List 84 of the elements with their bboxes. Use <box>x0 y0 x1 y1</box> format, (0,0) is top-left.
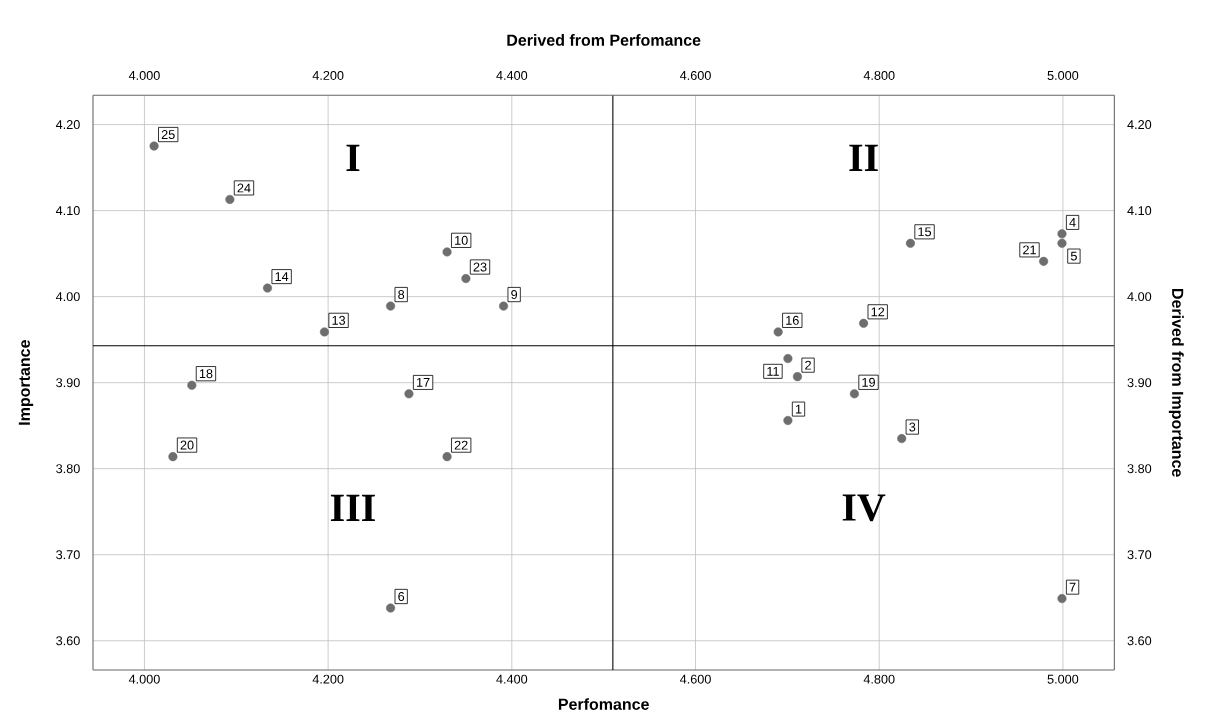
annotation: 16 <box>786 316 799 326</box>
x2-tick-label: 4.000 <box>128 71 160 81</box>
annotation: I <box>346 144 360 172</box>
x2-axis-title: Derived from Perfomance <box>507 34 701 46</box>
y-tick-label: 3.80 <box>56 464 80 474</box>
point <box>149 141 159 151</box>
annotation: 19 <box>862 377 875 387</box>
point <box>783 416 793 426</box>
y2-tick-label: 3.70 <box>1127 550 1152 560</box>
y-tick-label: 4.00 <box>55 292 80 302</box>
x2-tick-label: 4.800 <box>863 71 895 81</box>
x-tick-label: 4.600 <box>679 674 711 684</box>
point <box>849 389 859 399</box>
y2-axis-title: Derived from Importance <box>1168 289 1184 477</box>
annotation: 12 <box>871 307 885 317</box>
annotation: 9 <box>511 290 518 300</box>
y2-tick-label: 3.90 <box>1127 378 1152 388</box>
y2-tick-label: 4.00 <box>1127 292 1152 302</box>
annotation: 18 <box>199 369 213 379</box>
annotation: III <box>330 494 375 522</box>
y-tick-label: 3.70 <box>56 550 80 560</box>
annotation: 5 <box>1070 251 1077 261</box>
x-tick-label: 4.000 <box>128 674 160 684</box>
y2-tick-label: 3.80 <box>1127 464 1152 474</box>
annotation: II <box>849 144 878 172</box>
x2-tick-label: 4.400 <box>496 71 528 81</box>
annotation: 17 <box>416 378 430 387</box>
x2-tick-label: 4.200 <box>312 71 344 81</box>
point <box>783 354 793 364</box>
point <box>386 603 396 613</box>
point <box>773 327 783 337</box>
annotation: 13 <box>332 316 346 326</box>
annotation: 15 <box>918 227 932 237</box>
y-tick-label: 4.10 <box>55 206 80 216</box>
annotation: 10 <box>455 236 468 246</box>
x-tick-label: 4.400 <box>496 674 528 684</box>
annotation: 14 <box>275 272 289 282</box>
annotation: 25 <box>161 130 175 140</box>
point <box>1039 257 1049 267</box>
annotation: 3 <box>909 422 916 432</box>
annotation: 20 <box>180 440 194 450</box>
point <box>442 452 452 462</box>
annotation: 11 <box>767 367 779 376</box>
y-tick-label: 3.60 <box>56 636 80 646</box>
annotation: IV <box>842 494 886 522</box>
annotation: 1 <box>795 404 802 414</box>
point <box>1057 238 1067 249</box>
point <box>404 389 414 399</box>
x-tick-label: 4.200 <box>312 674 344 684</box>
y2-tick-label: 4.10 <box>1127 206 1152 216</box>
point <box>386 301 396 311</box>
x2-tick-label: 5.000 <box>1047 71 1079 81</box>
point <box>499 301 509 311</box>
point <box>225 195 235 205</box>
x-tick-label: 5.000 <box>1047 674 1079 684</box>
point <box>1057 594 1067 604</box>
annotation: 7 <box>1069 582 1076 592</box>
annotation: 22 <box>454 440 468 450</box>
point <box>461 274 471 284</box>
point <box>897 434 907 444</box>
point <box>905 238 915 249</box>
point <box>187 380 197 390</box>
point <box>792 372 802 382</box>
y2-tick-label: 4.20 <box>1127 120 1152 130</box>
annotation: 4 <box>1069 218 1076 227</box>
point <box>1057 229 1067 239</box>
x-axis-title: Perfomance <box>558 698 649 711</box>
annotation: 8 <box>398 290 405 300</box>
point <box>859 318 869 329</box>
y-tick-label: 3.90 <box>56 378 80 388</box>
y2-tick-label: 3.60 <box>1127 636 1152 646</box>
y-axis-title: Importance <box>18 340 34 425</box>
annotation: 6 <box>398 592 405 602</box>
point <box>168 452 178 462</box>
x-tick-label: 4.800 <box>863 674 895 684</box>
x2-tick-label: 4.600 <box>679 71 711 81</box>
annotation: 24 <box>237 183 251 193</box>
annotation: 21 <box>1023 245 1036 255</box>
point <box>262 283 273 293</box>
y-tick-label: 4.20 <box>55 120 80 130</box>
annotation: 2 <box>805 360 811 370</box>
point <box>442 247 452 257</box>
point <box>319 327 329 337</box>
annotation: 23 <box>473 262 487 272</box>
